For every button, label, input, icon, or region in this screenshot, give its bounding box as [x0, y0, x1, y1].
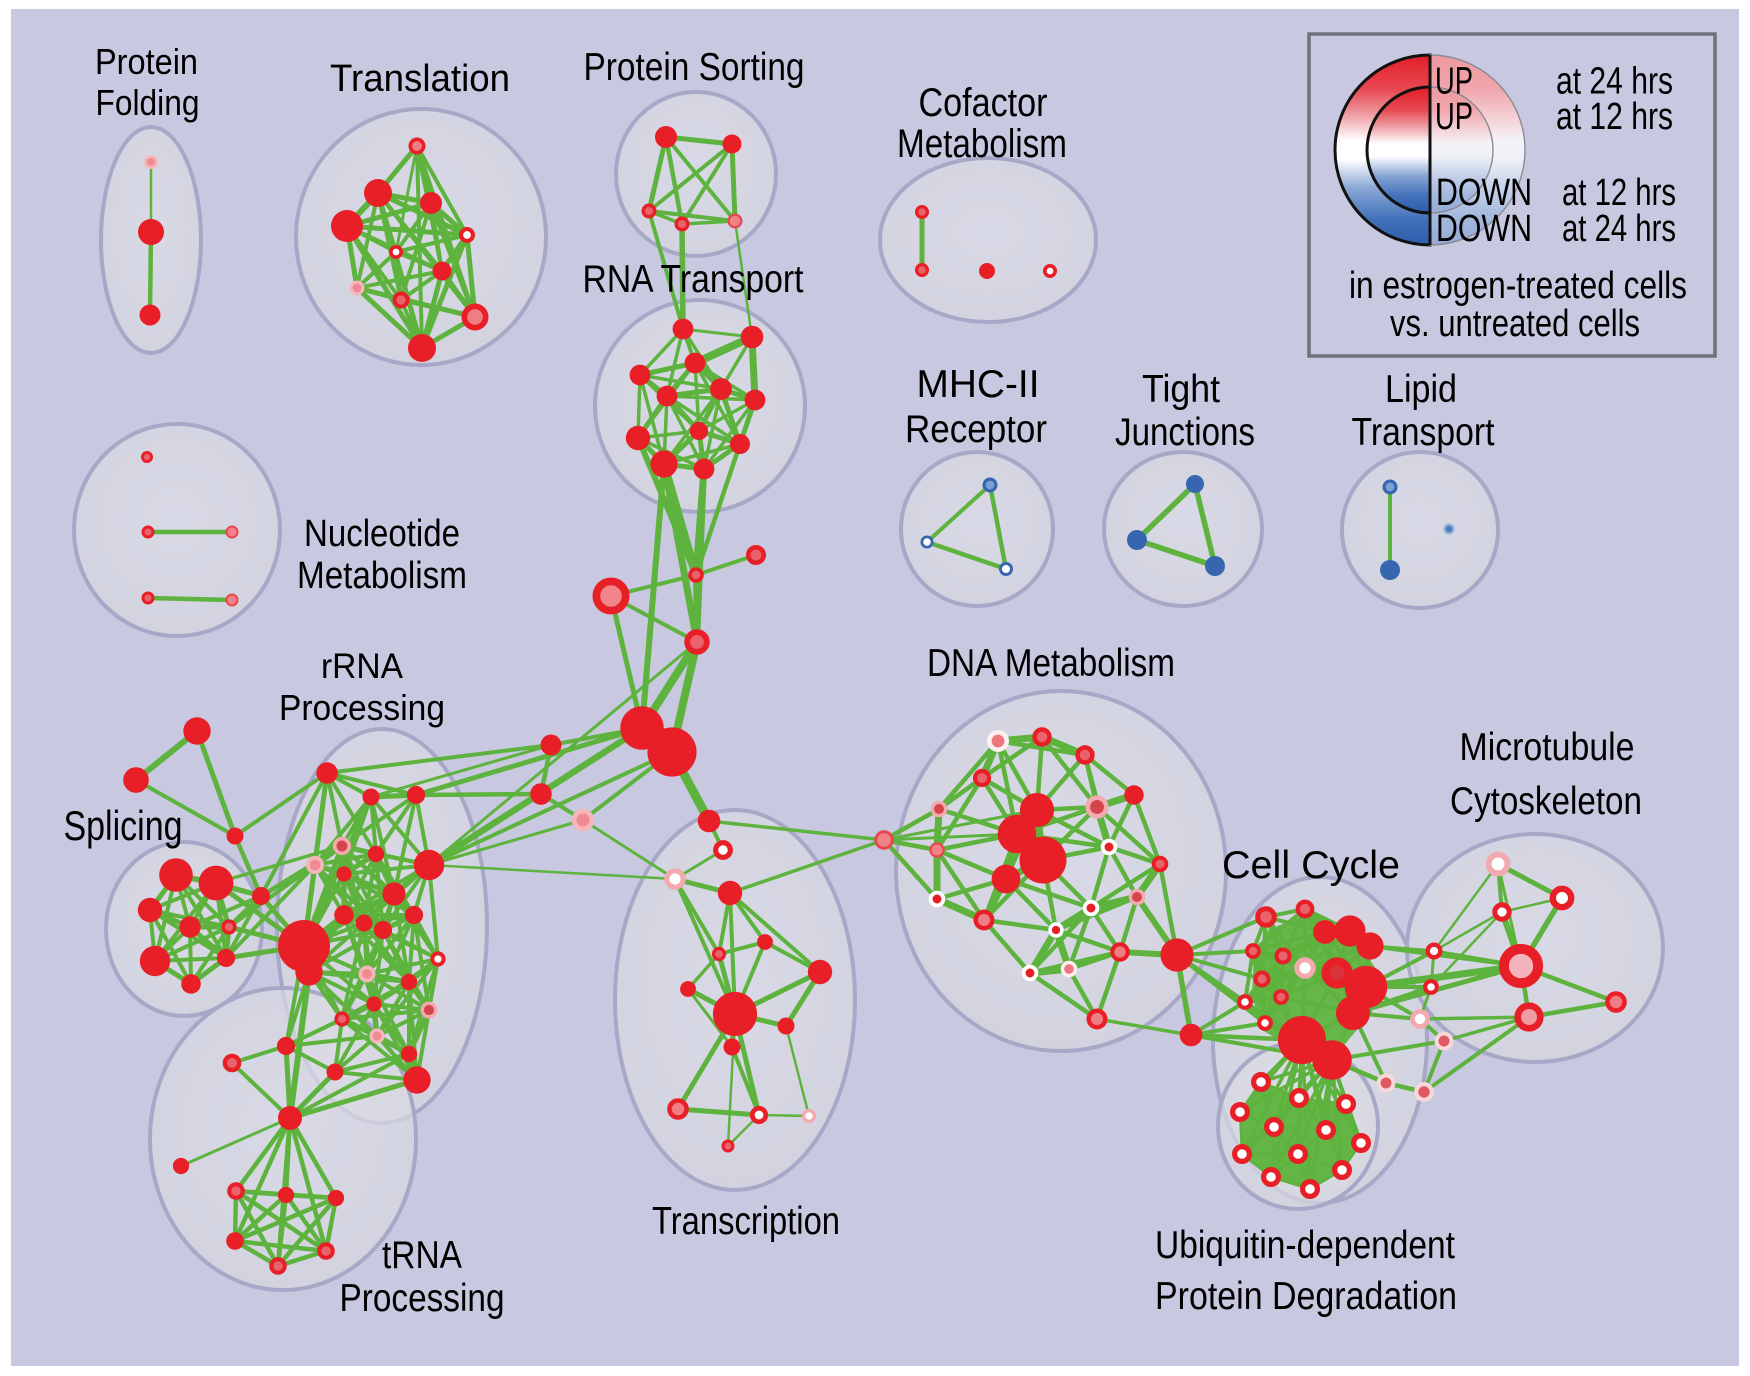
svg-text:DOWN: DOWN [1436, 208, 1532, 250]
svg-text:Processing: Processing [279, 687, 445, 728]
svg-text:Microtubule: Microtubule [1460, 726, 1635, 769]
svg-text:Transcription: Transcription [652, 1200, 840, 1243]
svg-text:MHC-II: MHC-II [917, 363, 1040, 406]
svg-text:UP: UP [1435, 61, 1473, 103]
svg-text:RNA Transport: RNA Transport [583, 258, 804, 301]
svg-text:at 24 hrs: at 24 hrs [1562, 208, 1676, 250]
svg-text:at 24 hrs: at 24 hrs [1556, 61, 1673, 103]
svg-text:Protein: Protein [95, 41, 198, 82]
svg-text:Cell Cycle: Cell Cycle [1222, 844, 1400, 887]
svg-text:UP: UP [1435, 96, 1473, 138]
svg-text:Lipid: Lipid [1385, 368, 1457, 411]
svg-text:Folding: Folding [96, 82, 200, 123]
svg-text:Protein Sorting: Protein Sorting [584, 46, 805, 89]
svg-text:Transport: Transport [1352, 411, 1495, 454]
svg-text:Cofactor: Cofactor [919, 81, 1048, 125]
svg-text:DOWN: DOWN [1436, 172, 1532, 214]
svg-text:DNA Metabolism: DNA Metabolism [927, 642, 1175, 685]
svg-text:Metabolism: Metabolism [897, 122, 1067, 166]
svg-text:Splicing: Splicing [64, 802, 183, 849]
svg-text:Nucleotide: Nucleotide [304, 513, 460, 555]
svg-text:Processing: Processing [340, 1277, 505, 1320]
svg-text:tRNA: tRNA [382, 1234, 462, 1277]
svg-text:Tight: Tight [1142, 368, 1220, 411]
svg-text:Junctions: Junctions [1115, 411, 1255, 454]
svg-text:at 12 hrs: at 12 hrs [1556, 96, 1673, 138]
svg-text:in estrogen-treated cells: in estrogen-treated cells [1349, 265, 1687, 307]
svg-text:Receptor: Receptor [905, 408, 1047, 451]
svg-text:Cytoskeleton: Cytoskeleton [1450, 780, 1642, 823]
svg-text:Translation: Translation [330, 58, 510, 100]
svg-text:Protein Degradation: Protein Degradation [1155, 1275, 1457, 1318]
svg-text:vs. untreated cells: vs. untreated cells [1390, 303, 1640, 345]
svg-text:rRNA: rRNA [321, 646, 403, 686]
svg-text:Metabolism: Metabolism [297, 555, 467, 597]
svg-text:at 12 hrs: at 12 hrs [1562, 172, 1676, 214]
svg-text:Ubiquitin-dependent: Ubiquitin-dependent [1155, 1224, 1455, 1267]
